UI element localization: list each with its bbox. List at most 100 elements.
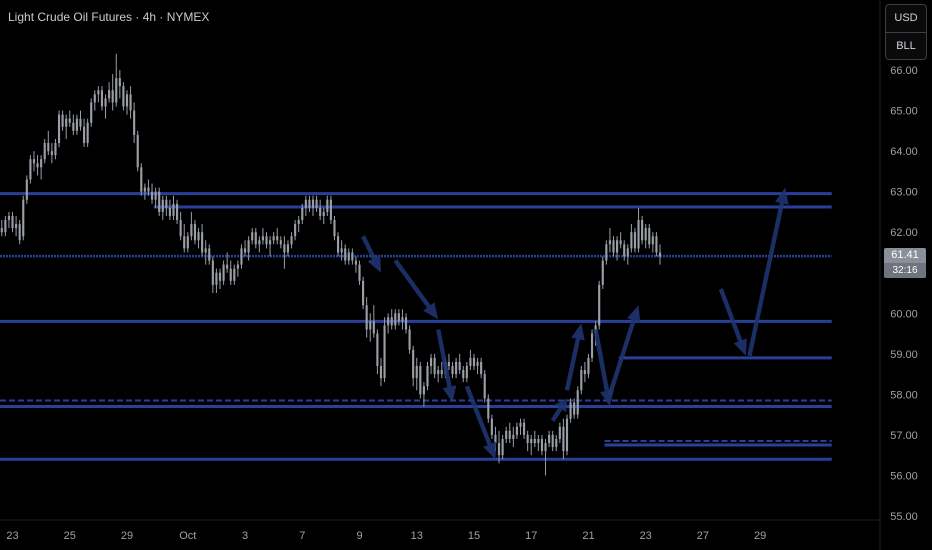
candle-body xyxy=(336,236,340,253)
candle-body xyxy=(587,357,590,375)
unit-label[interactable]: BLL xyxy=(896,40,916,52)
candle-body xyxy=(616,240,619,253)
projection-arrow xyxy=(436,329,457,403)
candle-body xyxy=(462,370,465,379)
candle-body xyxy=(272,236,275,241)
candle-body xyxy=(576,390,579,415)
candle-body xyxy=(419,365,422,395)
candle-body xyxy=(422,386,425,395)
candle-body xyxy=(358,264,361,281)
candle-body xyxy=(451,365,454,375)
x-tick-label: 23 xyxy=(640,530,652,542)
candle-body xyxy=(97,90,100,95)
candle-body xyxy=(118,78,121,87)
candle-body xyxy=(0,228,3,233)
candle-body xyxy=(465,365,468,379)
y-tick-label: 62.00 xyxy=(890,227,918,239)
candle-body xyxy=(165,199,168,208)
candle-body xyxy=(240,248,243,265)
candle-body xyxy=(537,438,540,444)
candle-body xyxy=(29,159,32,180)
y-tick-label: 56.00 xyxy=(890,470,918,482)
candle-body xyxy=(347,252,350,261)
candle-body xyxy=(279,240,282,245)
candlestick-series xyxy=(0,53,662,476)
x-tick-label: 29 xyxy=(754,530,766,542)
candle-body xyxy=(369,321,372,330)
candle-body xyxy=(75,118,78,131)
projection-arrow xyxy=(718,288,747,356)
candle-body xyxy=(565,418,569,452)
candle-body xyxy=(508,430,511,439)
x-axis-ticks[interactable]: 23 25 29 Oct 3 7 9 13 15 17 21 23 27 29 xyxy=(6,530,766,542)
candle-body xyxy=(32,159,36,164)
candle-body xyxy=(648,228,651,245)
candle-body xyxy=(469,357,472,366)
candle-body xyxy=(18,224,21,241)
candle-body xyxy=(429,357,433,366)
projection-arrow xyxy=(464,385,497,460)
candle-body xyxy=(15,224,18,229)
candle-body xyxy=(619,240,622,245)
candle-body xyxy=(590,333,594,358)
candle-body xyxy=(512,434,515,439)
y-tick-label: 60.00 xyxy=(890,308,918,320)
candle-body xyxy=(236,264,239,269)
candle-body xyxy=(229,268,232,281)
candle-body xyxy=(404,317,408,330)
x-tick-label: 21 xyxy=(582,530,594,542)
candle-body xyxy=(387,317,390,326)
candle-body xyxy=(533,438,536,444)
candle-body xyxy=(322,211,325,216)
candle-body xyxy=(183,236,186,249)
candle-body xyxy=(265,236,268,245)
candle-body xyxy=(340,248,343,253)
candle-body xyxy=(630,232,633,249)
candle-body xyxy=(594,325,597,334)
y-axis-ticks[interactable]: 55.0056.0057.0058.0059.0060.0061.0062.00… xyxy=(890,65,918,523)
candle-body xyxy=(25,179,28,200)
x-tick-label: 3 xyxy=(242,530,248,542)
candle-body xyxy=(261,236,264,241)
candle-body xyxy=(319,207,322,216)
level-lines xyxy=(0,192,832,461)
candle-body xyxy=(379,365,383,379)
candle-body xyxy=(243,248,247,253)
last-price-value: 61.41 xyxy=(891,249,919,261)
candle-body xyxy=(122,86,125,107)
candle-body xyxy=(140,167,143,192)
y-tick-label: 55.00 xyxy=(890,511,918,523)
candle-body xyxy=(251,232,254,241)
candle-body xyxy=(583,370,586,375)
candle-body xyxy=(125,94,129,107)
x-tick-label: 7 xyxy=(299,530,305,542)
candle-body xyxy=(61,114,64,127)
chart-title: Light Crude Oil Futures · 4h · NYMEX xyxy=(8,10,210,24)
candle-body xyxy=(644,228,647,241)
projection-arrow xyxy=(564,323,585,391)
candle-body xyxy=(294,224,297,237)
candle-body xyxy=(601,260,604,285)
candle-body xyxy=(54,142,57,156)
candle-body xyxy=(258,240,261,245)
x-tick-label: 13 xyxy=(411,530,423,542)
y-tick-label: 63.00 xyxy=(890,187,918,199)
candle-body xyxy=(415,365,418,379)
candle-body xyxy=(344,248,347,261)
candle-body xyxy=(530,438,533,444)
candle-body xyxy=(104,98,107,107)
candle-body xyxy=(573,402,576,415)
candle-body xyxy=(233,268,236,281)
candle-body xyxy=(190,224,193,237)
candle-body xyxy=(197,232,200,241)
candle-body xyxy=(483,374,486,399)
currency-unit-selector[interactable]: USD BLL xyxy=(885,4,927,60)
candle-body xyxy=(522,422,526,435)
candle-body xyxy=(437,370,440,375)
currency-label[interactable]: USD xyxy=(894,12,918,24)
candle-body xyxy=(7,215,11,221)
candle-body xyxy=(608,240,611,245)
candle-body xyxy=(412,349,415,379)
candle-body xyxy=(655,236,658,253)
